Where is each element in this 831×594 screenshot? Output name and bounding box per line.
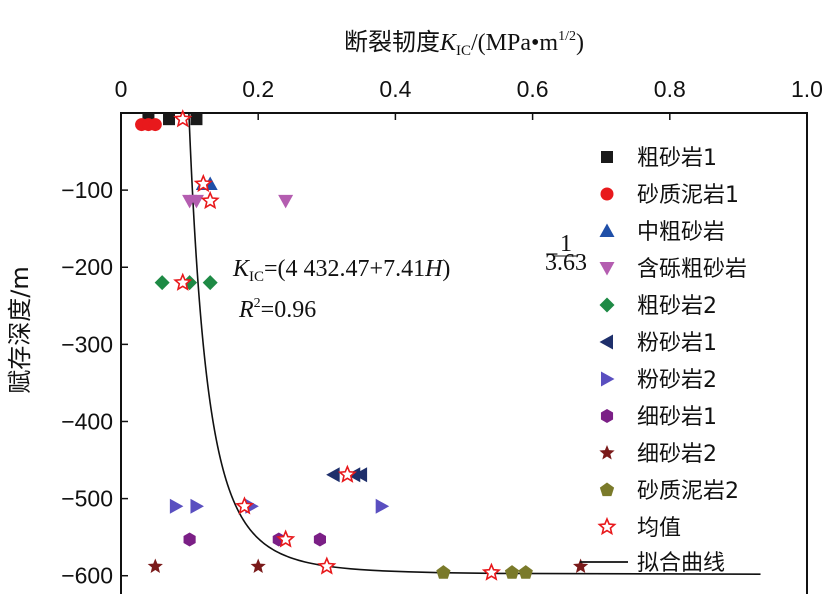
legend-label: 粉砂岩2 [637, 368, 717, 393]
data-point-star-open [200, 190, 220, 210]
legend-marker-triangle-left [599, 334, 613, 350]
data-point-pentagon [436, 565, 451, 579]
y-tick-label: −100 [61, 177, 113, 203]
equation-line-2: R2=0.96 [238, 296, 316, 323]
legend-marker-diamond [599, 297, 615, 313]
data-point-star-open [481, 562, 502, 581]
y-tick-label: −500 [61, 486, 113, 512]
eq-exp-num: 1 [560, 231, 572, 257]
data-point-triangle-down [188, 194, 204, 209]
legend-marker-triangle-up [599, 223, 615, 237]
eq-exp-den: 3.63 [545, 250, 587, 276]
legend-label: 粗砂岩2 [637, 294, 717, 319]
legend-label: 粉砂岩1 [637, 331, 717, 356]
x-tick-label: 1.0 [791, 76, 823, 102]
legend-marker-triangle-right [601, 371, 615, 387]
data-point-star [573, 558, 589, 573]
legend-label: 粗砂岩1 [637, 146, 717, 171]
x-axis-title: 断裂韧度KIC/(MPa•m1/2) [344, 28, 584, 59]
y-tick-label: −300 [61, 331, 113, 357]
data-point-triangle-right [190, 498, 204, 514]
data-point-star-open [317, 556, 337, 575]
data-point-star-open [173, 109, 193, 128]
data-point-star [250, 558, 266, 573]
data-point-hexagon [313, 532, 326, 547]
legend-label: 中粗砂岩 [637, 220, 725, 245]
x-tick-label: 0 [115, 76, 128, 102]
legend-marker-square [601, 151, 613, 163]
data-point-triangle-left [353, 467, 368, 483]
data-point-triangle-left [326, 467, 340, 483]
y-axis-title-text: 赋存深度/m [6, 266, 34, 393]
data-point-hexagon [183, 532, 196, 547]
legend-marker-star [599, 445, 615, 460]
x-title-sub: IC [456, 43, 471, 59]
x-tick-label: 0.6 [517, 76, 549, 102]
data-point-pentagon [518, 565, 533, 579]
fit-curve-layer [188, 112, 761, 575]
y-tick-label: −200 [61, 254, 113, 280]
eq-sub: IC [249, 269, 264, 285]
legend-label: 细砂岩2 [637, 442, 717, 467]
x-title-pre: 断裂韧度 [344, 28, 440, 56]
axis-ticks: 0 0.2 0.4 0.6 0.8 1.0 −100 −200 −300 −400 −500 −600 [61, 76, 823, 589]
legend-label: 均值 [637, 516, 681, 541]
points-layer [135, 109, 589, 581]
data-point-pentagon [504, 565, 520, 579]
data-point-star-open [276, 529, 296, 548]
legend-marker-hexagon [600, 409, 614, 423]
data-point-triangle-right [169, 498, 184, 514]
eq-k: K [232, 256, 251, 282]
eq-body: =(4 432.47+7.41 [264, 256, 425, 282]
legend-marker-pentagon [599, 482, 615, 497]
data-point-triangle-right [375, 498, 390, 514]
data-point-square [163, 113, 176, 126]
legend-label: 砂质泥岩1 [637, 183, 739, 208]
data-point-star-open [337, 464, 357, 483]
eq-exp-sign: − [545, 242, 559, 268]
x-tick-label: 0.2 [242, 76, 274, 102]
data-point-circle [148, 118, 162, 132]
data-point-triangle-down [278, 194, 294, 209]
legend-label: 含砾粗砂岩 [637, 257, 747, 282]
x-title-sup: 1/2 [558, 29, 576, 44]
x-title-end: ) [576, 30, 584, 56]
eq-close: ) [442, 256, 450, 282]
data-point-star-open [173, 272, 193, 291]
fit-curve [188, 112, 761, 575]
y-axis-title: 赋存深度/m [6, 266, 34, 393]
data-point-diamond [154, 275, 170, 291]
y-tick-label: −600 [61, 563, 113, 589]
legend-label: 细砂岩1 [637, 405, 717, 430]
legend-label: 拟合曲线 [637, 551, 725, 576]
x-tick-label: 0.8 [654, 76, 686, 102]
y-tick-label: −400 [61, 408, 113, 434]
eq-r-sup: 2 [254, 296, 261, 311]
fit-equation: KIC=(4 432.47+7.41H) − 13.63 R2=0.96 [232, 231, 587, 323]
legend-marker-star-open [597, 516, 617, 536]
eq-h: H [424, 256, 444, 282]
data-point-star-open [193, 173, 213, 193]
legend-label: 砂质泥岩2 [637, 479, 739, 504]
x-axis-title-text: 断裂韧度KIC/(MPa•m1/2) [344, 28, 584, 59]
equation-line-1: KIC=(4 432.47+7.41H) [232, 256, 450, 285]
data-point-square [190, 113, 203, 126]
x-tick-label: 0.4 [379, 76, 411, 102]
data-point-star-open [234, 496, 255, 515]
plot-frame [120, 112, 808, 594]
legend-marker-circle [600, 187, 614, 201]
legend-marker-triangle-down [599, 262, 615, 276]
data-point-triangle-left [346, 467, 361, 483]
data-point-star [147, 558, 163, 573]
data-point-diamond [202, 275, 218, 291]
eq-r-body: =0.96 [261, 297, 317, 323]
eq-r: R [238, 297, 254, 323]
x-title-k: K [439, 30, 458, 56]
x-title-post: /(MPa•m [471, 30, 558, 56]
